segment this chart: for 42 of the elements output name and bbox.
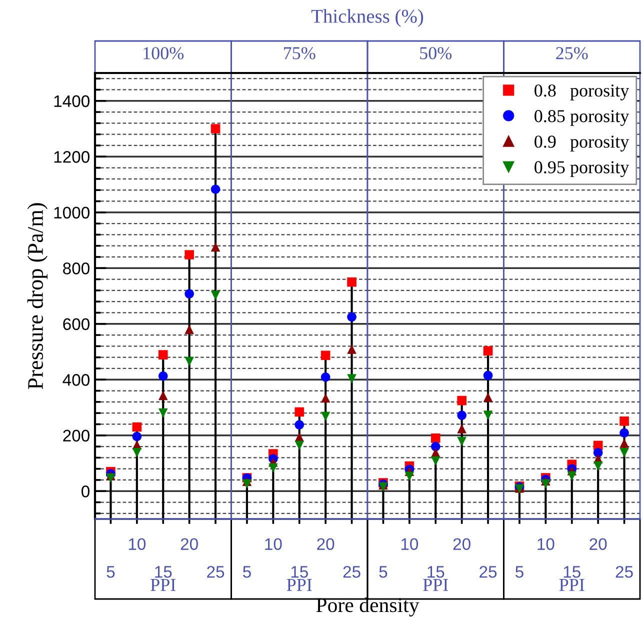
x-tick-label: 15 bbox=[291, 566, 308, 578]
x-tick-label: 5 bbox=[106, 566, 115, 578]
x-tick-label: 25 bbox=[343, 566, 360, 578]
x-tick-label: 20 bbox=[453, 538, 470, 550]
text: Thickness (%) bbox=[311, 9, 424, 27]
chart-title: 75% bbox=[284, 47, 316, 60]
legend-label: 0.85 porosity bbox=[534, 110, 630, 126]
x-tick-label: 10 bbox=[538, 538, 554, 550]
x-tick-label: 20 bbox=[180, 538, 198, 550]
y-tick-label: 1400 bbox=[54, 95, 90, 108]
chart-title: 25% bbox=[556, 47, 588, 60]
chart-title: 50% bbox=[420, 47, 452, 60]
x-tick-label: 25 bbox=[480, 566, 497, 578]
x-tick-label: 20 bbox=[317, 538, 334, 550]
y-tick-label: 1000 bbox=[54, 206, 90, 219]
y-tick-label: 400 bbox=[62, 374, 90, 386]
y-tick-label: 800 bbox=[63, 262, 90, 274]
y-tick-label: 600 bbox=[63, 318, 90, 330]
x-tick-label: 5 bbox=[379, 566, 388, 578]
x-tick-label: 10 bbox=[128, 538, 146, 550]
x-tick-label: 25 bbox=[616, 566, 633, 578]
x-tick-label: 10 bbox=[265, 538, 282, 550]
x-axis-title: PPI bbox=[286, 578, 312, 591]
y-tick-label: 200 bbox=[63, 430, 90, 442]
x-tick-label: 10 bbox=[401, 538, 418, 550]
y-axis-title: Pressure drop (Pa/m) bbox=[27, 203, 48, 390]
y-tick-label: 0 bbox=[82, 486, 90, 498]
x-axis-title: PPI bbox=[423, 578, 448, 591]
x-tick-label: 15 bbox=[564, 566, 580, 578]
x-tick-label: 25 bbox=[207, 566, 224, 578]
x-tick-label: 15 bbox=[155, 566, 172, 578]
x-axis-title: PPI bbox=[150, 578, 176, 591]
legend-label: 0.9 porosity bbox=[534, 136, 630, 152]
x-tick-label: 20 bbox=[590, 538, 607, 550]
x-tick-label: 15 bbox=[428, 566, 444, 578]
legend-label: 0.95 porosity bbox=[534, 161, 630, 178]
x-axis-title: PPI bbox=[559, 578, 584, 591]
legend-label: 0.8 porosity bbox=[534, 84, 630, 100]
x-tick-label: 5 bbox=[516, 566, 524, 578]
x-tick-label: 5 bbox=[243, 566, 251, 578]
y-tick-label: 1200 bbox=[54, 151, 90, 163]
chart-title: 100% bbox=[144, 47, 184, 60]
